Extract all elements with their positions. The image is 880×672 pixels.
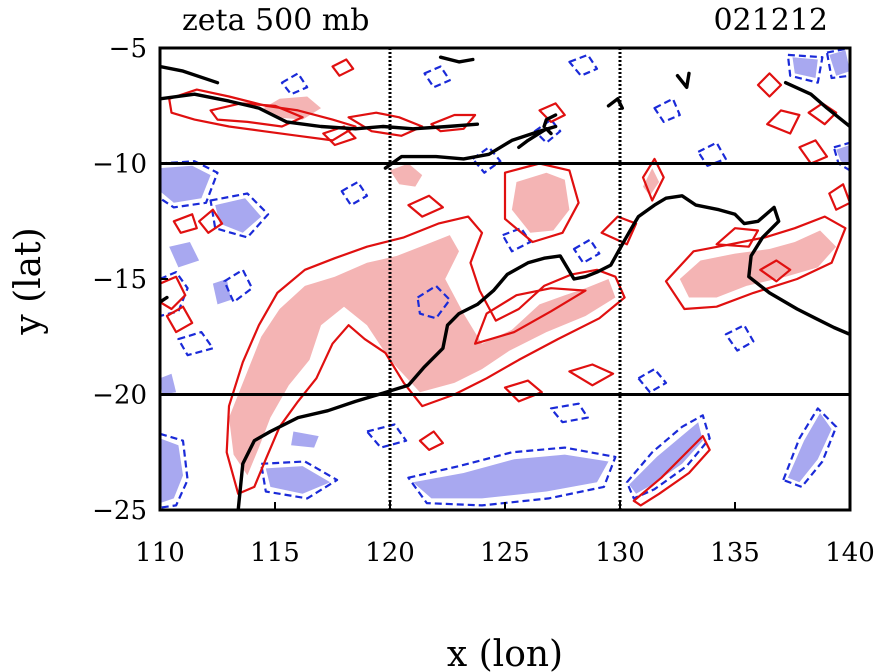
negative-contour <box>365 423 408 449</box>
chart-title-right: 021212 <box>713 3 828 38</box>
positive-contour <box>641 157 665 202</box>
y-tick-label: −15 <box>92 265 147 295</box>
positive-contour <box>331 58 355 77</box>
x-axis-label: x (lon) <box>447 634 563 672</box>
negative-vorticity-region <box>836 145 850 166</box>
positive-contour <box>168 88 357 142</box>
negative-vorticity-region <box>160 438 183 504</box>
coastline-segment <box>236 194 850 510</box>
negative-contour <box>423 65 451 89</box>
x-tick-label: 135 <box>710 538 760 568</box>
negative-contour <box>160 160 219 209</box>
negative-vorticity-region <box>829 50 850 76</box>
coastline-segment <box>383 124 558 170</box>
negative-contour <box>637 368 668 394</box>
positive-contour <box>172 213 198 234</box>
negative-contour <box>832 141 850 172</box>
negative-vorticity-region <box>787 413 832 483</box>
negative-vorticity-region <box>169 242 200 268</box>
negative-contour <box>471 146 502 174</box>
negative-vorticity-region <box>413 454 609 499</box>
x-tick-label: 130 <box>595 538 645 568</box>
negative-contour <box>501 227 532 253</box>
negative-contour <box>625 414 711 500</box>
negative-contour <box>572 238 601 264</box>
positive-contour <box>715 227 760 248</box>
negative-contour <box>407 446 617 507</box>
negative-vorticity-region <box>215 198 262 233</box>
y-axis-label: y (lat) <box>8 227 49 335</box>
positive-fill-group <box>229 96 837 476</box>
negative-contour <box>697 141 727 167</box>
negative-contour <box>568 53 599 77</box>
positive-contour <box>756 72 783 98</box>
positive-vorticity-region <box>679 230 837 298</box>
negative-vorticity-region <box>160 165 211 203</box>
negative-contour <box>782 407 838 488</box>
negative-vorticity-region <box>265 466 331 494</box>
coastline-segment <box>517 127 553 150</box>
coastline-segment <box>542 113 558 129</box>
coastline-segment <box>783 80 850 129</box>
coastline-segment <box>675 71 691 90</box>
negative-contour <box>160 271 189 318</box>
negative-contour <box>280 72 309 96</box>
negative-contour <box>653 97 681 124</box>
negative-contour <box>724 324 755 352</box>
positive-contour <box>160 275 187 311</box>
positive-contour <box>807 102 838 126</box>
positive-vorticity-region <box>390 163 423 187</box>
positive-vorticity-region <box>511 172 570 233</box>
positive-contour <box>798 139 829 165</box>
positive-vorticity-region <box>229 235 616 476</box>
x-tick-label: 140 <box>825 538 875 568</box>
negative-contour <box>160 432 189 509</box>
negative-contour <box>177 331 214 357</box>
positive-contour <box>474 287 587 345</box>
positive-contour <box>568 363 615 387</box>
negative-contour <box>209 192 270 239</box>
y-tick-label: −5 <box>109 34 147 64</box>
negative-vorticity-region <box>792 57 818 78</box>
positive-contour <box>828 183 850 211</box>
negative-vorticity-region <box>291 431 319 448</box>
tick-group: 110 115 120 125 130 135 140 −5 −10 −15 −20 −25 <box>92 34 875 568</box>
positive-contour <box>430 113 477 133</box>
positive-contour <box>632 435 711 507</box>
y-tick-label: −25 <box>92 496 147 526</box>
gridline-group <box>160 48 850 510</box>
coastline-segment <box>438 55 475 64</box>
positive-contour <box>766 109 801 135</box>
x-tick-label: 125 <box>480 538 530 568</box>
positive-contour <box>198 208 224 234</box>
chart-title-left: zeta 500 mb <box>182 3 370 38</box>
negative-contour <box>260 460 339 500</box>
positive-contour <box>165 305 194 334</box>
coastline-segment <box>160 64 220 85</box>
negative-fill-group <box>160 50 850 504</box>
negative-vorticity-region <box>160 373 177 395</box>
coastline-segment <box>160 92 480 131</box>
x-tick-label: 120 <box>365 538 415 568</box>
negative-contour <box>340 180 369 207</box>
negative-contour-group <box>160 48 850 509</box>
negative-contour <box>416 284 451 320</box>
negative-contour <box>825 48 850 80</box>
x-tick-label: 115 <box>250 538 300 568</box>
x-tick-label: 110 <box>135 538 185 568</box>
positive-contour <box>759 259 792 283</box>
negative-contour <box>223 268 254 304</box>
positive-contour <box>407 194 444 218</box>
positive-contour <box>503 379 543 403</box>
positive-contour <box>418 430 444 451</box>
negative-vorticity-region <box>629 422 703 494</box>
y-tick-label: −20 <box>92 381 147 411</box>
coastline-group <box>160 55 850 510</box>
y-tick-label: −10 <box>92 150 147 180</box>
negative-contour <box>786 53 824 84</box>
negative-contour <box>549 402 589 424</box>
positive-vorticity-region <box>419 295 443 316</box>
